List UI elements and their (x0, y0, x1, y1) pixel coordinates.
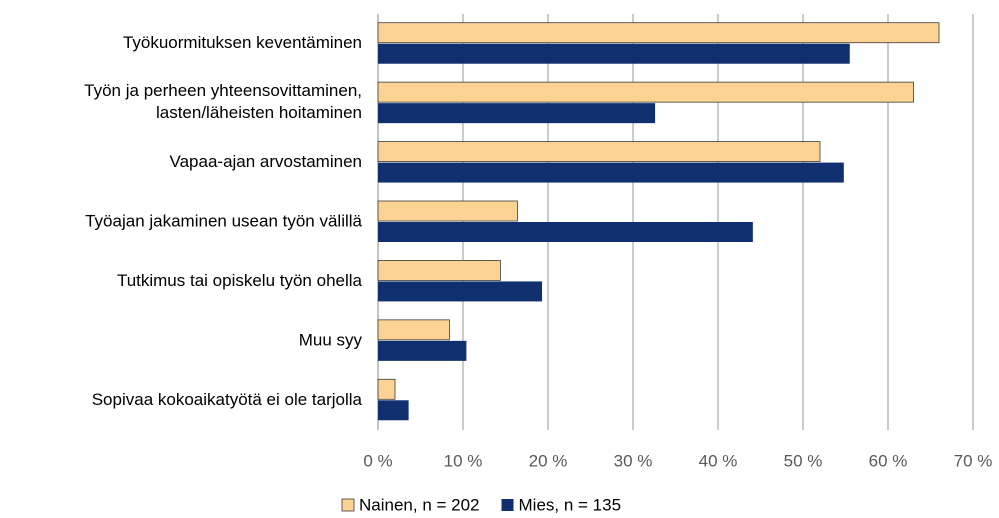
bar (378, 281, 543, 302)
x-tick-label: 60 % (869, 451, 908, 470)
x-tick-label: 20 % (529, 451, 568, 470)
category-label: Työn ja perheen yhteensovittaminen, laste… (84, 82, 362, 123)
bar (378, 162, 844, 183)
legend-swatch (501, 499, 514, 511)
x-tick-label: 70 % (954, 451, 993, 470)
bar (377, 200, 518, 222)
x-tick-label: 0 % (363, 451, 392, 470)
category-label: Työkuormituksen keventäminen (123, 33, 362, 52)
legend-swatch (341, 498, 355, 512)
bar (377, 81, 914, 103)
x-tick-label: 50 % (784, 451, 823, 470)
bar (378, 103, 656, 124)
x-tick-label: 10 % (444, 451, 483, 470)
bar (377, 378, 396, 400)
x-tick-label: 30 % (614, 451, 653, 470)
category-label: Sopivaa kokoaikatyötä ei ole tarjolla (92, 390, 363, 409)
legend-label: Nainen, n = 202 (359, 495, 480, 514)
bar (378, 222, 753, 242)
bar (377, 22, 940, 44)
bar (377, 260, 501, 281)
x-tick-label: 40 % (699, 451, 738, 470)
bar (377, 141, 821, 162)
bar (377, 319, 450, 341)
category-label: Tutkimus tai opiskelu työn ohella (117, 271, 363, 290)
bar (378, 340, 467, 361)
legend-label: Mies, n = 135 (519, 495, 622, 514)
category-label: Vapaa-ajan arvostaminen (170, 152, 362, 171)
category-label: Muu syy (299, 330, 363, 349)
bar (378, 43, 850, 64)
bar (378, 400, 409, 421)
category-label: Työajan jakaminen usean työn välillä (85, 211, 362, 230)
